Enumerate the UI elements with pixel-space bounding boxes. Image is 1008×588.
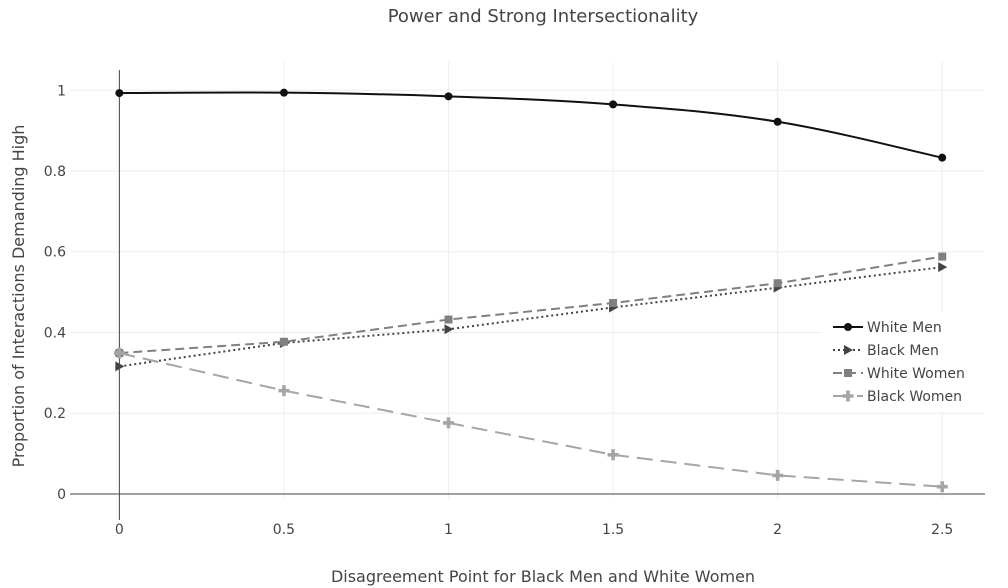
y-tick-label: 0 [57, 487, 66, 503]
data-point-black-women [113, 347, 125, 359]
data-point-black-women [607, 449, 619, 461]
x-tick-label: 0 [115, 522, 124, 538]
legend-item-white-men[interactable]: White Men [833, 320, 942, 336]
axes [70, 70, 985, 520]
legend-marker-black-women [842, 390, 854, 402]
x-axis-title: Disagreement Point for Black Men and Whi… [331, 567, 755, 586]
y-tick-label: 0.8 [44, 164, 66, 180]
data-point-black-men [115, 361, 125, 372]
series-line-black-men [119, 266, 943, 368]
legend-marker-black-men [844, 345, 853, 355]
data-point-black-women [443, 417, 455, 429]
grid-lines [70, 62, 985, 498]
data-point-white-women [609, 299, 618, 308]
tick-labels: 0 0.5 1 1.5 2 2.5 0 0.2 0.4 0.6 0.8 1 [44, 83, 954, 538]
data-point-black-men [938, 262, 948, 273]
series-line-black-women [119, 352, 943, 488]
legend-label-black-women: Black Women [867, 389, 962, 405]
x-tick-label: 2 [773, 522, 782, 538]
y-tick-label: 0.4 [44, 325, 66, 341]
series-black-women [113, 347, 948, 493]
legend-label-white-men: White Men [867, 320, 942, 336]
data-point-black-men [444, 324, 454, 335]
data-point-white-men [115, 89, 124, 98]
data-point-white-men [279, 88, 288, 97]
legend[interactable]: White Men Black Men White Women Black Women [822, 312, 988, 412]
y-tick-label: 1 [57, 83, 66, 99]
series-line-white-men [119, 91, 943, 159]
y-tick-label: 0.2 [44, 406, 66, 422]
data-point-black-women [278, 385, 290, 397]
series-line-white-women [119, 255, 943, 355]
data-point-white-women [279, 337, 288, 346]
data-point-white-men [609, 100, 618, 109]
legend-item-white-women[interactable]: White Women [833, 366, 965, 382]
data-point-black-women [772, 469, 784, 481]
legend-item-black-men[interactable]: Black Men [833, 343, 939, 359]
x-tick-label: 1.5 [602, 522, 624, 538]
legend-label-white-women: White Women [867, 366, 965, 382]
y-axis-title: Proportion of Interactions Demanding Hig… [9, 125, 28, 468]
x-tick-label: 0.5 [273, 522, 295, 538]
data-point-white-men [938, 153, 947, 162]
x-tick-label: 2.5 [931, 522, 953, 538]
data-point-white-women [444, 315, 453, 324]
legend-marker-white-women [844, 369, 852, 377]
data-point-white-men [773, 117, 782, 126]
legend-label-black-men: Black Men [867, 343, 939, 359]
data-point-white-women [938, 252, 947, 261]
y-tick-label: 0.6 [44, 245, 66, 261]
series-layer [113, 88, 948, 493]
series-white-men [115, 88, 947, 162]
data-point-black-women [936, 481, 948, 493]
data-point-white-women [773, 279, 782, 288]
series-white-women [115, 252, 947, 358]
legend-marker-white-men [844, 323, 852, 331]
legend-item-black-women[interactable]: Black Women [833, 389, 962, 405]
x-tick-label: 1 [444, 522, 453, 538]
chart-title: Power and Strong Intersectionality [388, 6, 699, 27]
data-point-white-men [444, 92, 453, 101]
